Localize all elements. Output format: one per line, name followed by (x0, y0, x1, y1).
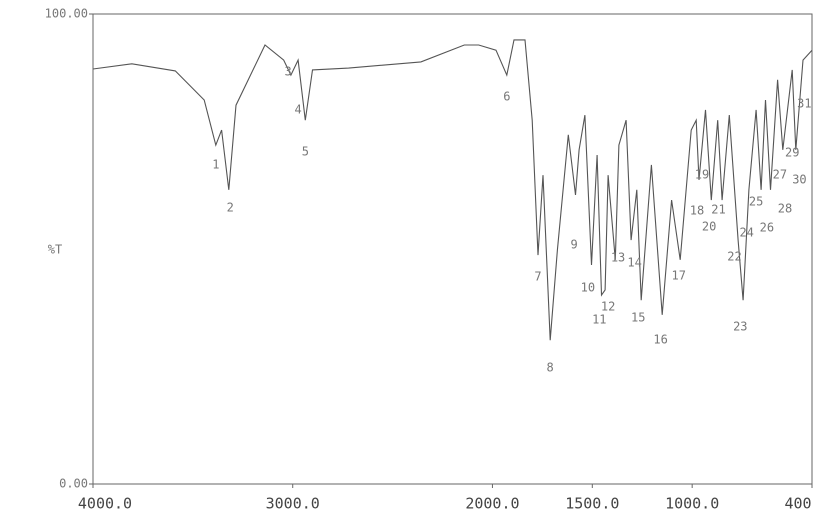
peak-label: 16 (653, 333, 667, 347)
peak-label: 9 (571, 237, 578, 251)
y-tick-label: 0.00 (59, 477, 88, 491)
peak-label: 30 (792, 172, 806, 186)
peak-label: 1 (212, 157, 219, 171)
y-axis-label: %T (48, 243, 62, 257)
x-tick-label: 4000.0 (78, 495, 132, 513)
peak-label: 26 (760, 220, 774, 234)
peak-label: 2 (227, 201, 234, 215)
peak-label: 28 (778, 202, 792, 216)
peak-label: 21 (711, 202, 725, 216)
peak-label: 7 (534, 270, 541, 284)
peak-label: 8 (547, 360, 554, 374)
peak-label: 31 (797, 96, 811, 110)
peak-label: 29 (785, 146, 799, 160)
peak-label: 15 (631, 311, 645, 325)
x-tick-label: 400 (784, 495, 811, 513)
y-tick-label: 100.00 (45, 7, 88, 21)
x-tick-label: 3000.0 (266, 495, 320, 513)
peak-label: 22 (727, 249, 741, 263)
peak-label: 25 (749, 195, 763, 209)
peak-label: 27 (773, 168, 787, 182)
peak-label: 13 (611, 250, 625, 264)
peak-label: 6 (503, 90, 510, 104)
x-tick-label: 2000.0 (465, 495, 519, 513)
peak-label: 20 (702, 219, 716, 233)
x-tick-label: 1500.0 (565, 495, 619, 513)
peak-label: 23 (733, 320, 747, 334)
peak-label: 18 (690, 203, 704, 217)
peak-label: 11 (592, 312, 606, 326)
peak-label: 24 (739, 226, 753, 240)
peak-label: 3 (285, 64, 292, 78)
plot-frame (92, 13, 813, 485)
peak-label: 4 (294, 102, 301, 116)
x-tick-label: 1000.0 (665, 495, 719, 513)
peak-label: 5 (302, 145, 309, 159)
peak-label: 17 (672, 268, 686, 282)
peak-label: 19 (695, 168, 709, 182)
peak-label: 12 (601, 299, 615, 313)
spectrum-line (92, 39, 813, 341)
peak-label: 10 (581, 281, 595, 295)
peak-label: 14 (627, 256, 641, 270)
